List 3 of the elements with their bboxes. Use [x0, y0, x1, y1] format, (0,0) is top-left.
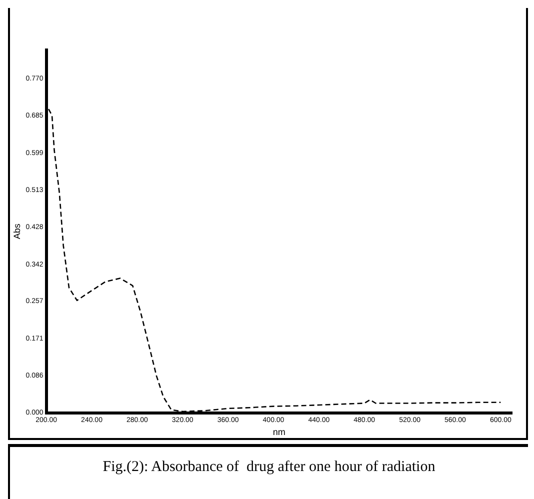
y-axis-title: Abs	[12, 223, 22, 240]
x-axis-title: nm	[272, 427, 286, 438]
text: Fig.(2): Absorbance of drug after one hour of radiation	[8, 444, 528, 499]
